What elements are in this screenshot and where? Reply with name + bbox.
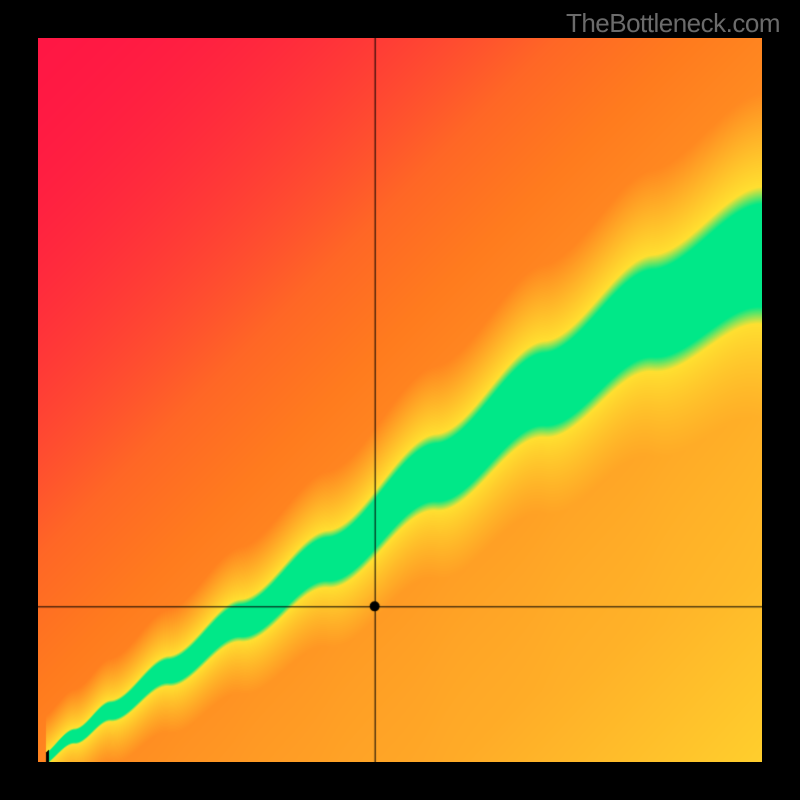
chart-container: TheBottleneck.com — [0, 0, 800, 800]
heatmap-plot — [38, 38, 762, 762]
heatmap-canvas — [38, 38, 762, 762]
watermark-text: TheBottleneck.com — [566, 8, 780, 39]
